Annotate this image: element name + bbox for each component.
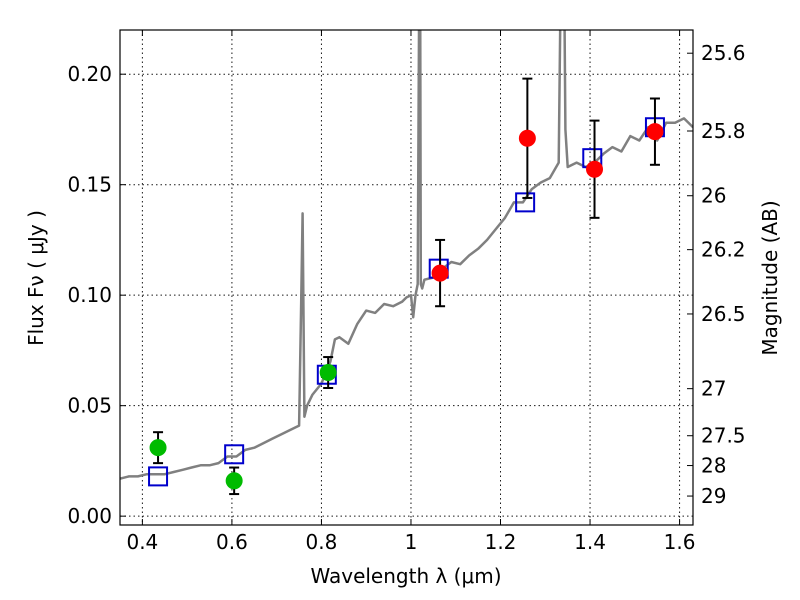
mag-tick-label: 26.5 xyxy=(701,302,746,326)
y-axis-label: Flux Fν ( μJy ) xyxy=(24,210,48,346)
mag-tick-label: 26 xyxy=(701,184,726,208)
y-tick-label: 0.00 xyxy=(67,504,112,528)
mag-tick-label: 28 xyxy=(701,454,726,478)
x-tick-label: 1.2 xyxy=(485,530,517,554)
y2-axis-label: Magnitude (AB) xyxy=(758,200,782,355)
x-tick-label: 1.6 xyxy=(664,530,696,554)
y-tick-label: 0.15 xyxy=(67,173,112,197)
observed-point xyxy=(149,439,167,457)
x-tick-label: 0.8 xyxy=(306,530,338,554)
x-tick-label: 0.4 xyxy=(126,530,158,554)
observed-point xyxy=(518,129,536,147)
y-tick-label: 0.10 xyxy=(67,283,112,307)
plot-frame xyxy=(119,29,694,526)
model-square-point xyxy=(148,466,169,487)
spectrum-line xyxy=(120,30,693,480)
axis-ticks: 0.4 0.6 0.8 1 1.2 1.4 1.6 0.00 0.05 0.10 0.15 0.20 2… xyxy=(67,30,746,554)
mag-tick-label: 25.6 xyxy=(701,41,746,65)
x-tick-label: 1.4 xyxy=(574,530,606,554)
x-axis-label: Wavelength λ (μm) xyxy=(310,564,501,588)
y-tick-label: 0.20 xyxy=(67,62,112,86)
observed-point xyxy=(431,264,449,282)
mag-tick-label: 27 xyxy=(701,377,726,401)
y-tick-label: 0.05 xyxy=(67,394,112,418)
mag-tick-label: 29 xyxy=(701,484,726,508)
model-square-point xyxy=(515,192,536,213)
x-tick-label: 1 xyxy=(405,530,418,554)
mag-tick-label: 27.5 xyxy=(701,424,746,448)
observed-point xyxy=(319,364,337,382)
mag-tick-label: 25.8 xyxy=(701,119,746,143)
mag-tick-label: 26.2 xyxy=(701,238,746,262)
plot-area xyxy=(120,30,693,496)
grid-lines xyxy=(120,30,693,525)
observed-point xyxy=(586,160,604,178)
model-square-point xyxy=(224,444,245,465)
x-tick-label: 0.6 xyxy=(216,530,248,554)
observed-point xyxy=(646,123,664,141)
observed-point xyxy=(225,472,243,490)
